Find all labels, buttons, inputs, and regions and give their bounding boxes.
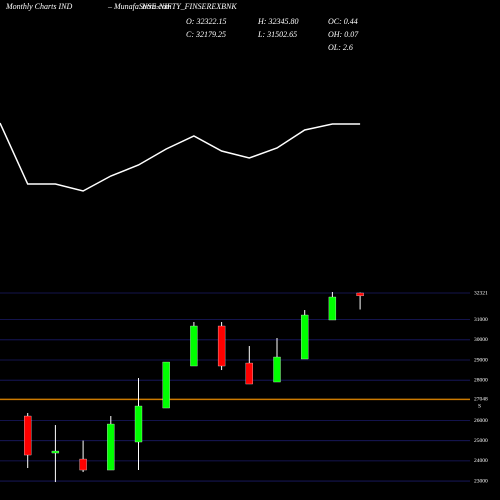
y-tick-label: 27048: [474, 397, 488, 403]
candle-body: [24, 415, 32, 456]
candle-body: [217, 325, 226, 367]
candle-body: [79, 458, 87, 471]
candle-body: [328, 296, 337, 321]
indicator-line: [0, 122, 361, 192]
open-label: O: 32322.15: [186, 17, 226, 26]
y-tick-label: 32321: [474, 290, 488, 296]
close-label: C: 32179.25: [186, 30, 226, 39]
y-tick-label: 30000: [474, 337, 488, 343]
chart-title: Monthly Charts IND: [5, 2, 72, 11]
candle-body: [245, 362, 253, 385]
candle-body: [301, 314, 309, 360]
y-tick-label: 24000: [474, 458, 488, 464]
candle-body: [356, 292, 364, 297]
y-tick-label: 28000: [474, 377, 488, 383]
low-label: L: 31502.65: [257, 30, 297, 39]
y-tick-label: 29000: [474, 357, 488, 363]
symbol: NSE-NIFTY_FINSEREXBNK: [141, 2, 237, 11]
y-tick-label: 25000: [474, 438, 488, 444]
oc-label: OC: 0.44: [328, 17, 358, 26]
y-tick-label: 31000: [474, 317, 488, 323]
high-label: H: 32345.80: [257, 17, 298, 26]
candle-body: [273, 356, 281, 383]
support-label: S: [478, 404, 481, 410]
y-tick-label: 26000: [474, 418, 488, 424]
candle-body: [51, 450, 60, 454]
candle-body: [107, 423, 115, 471]
candle-body: [134, 405, 143, 443]
site-name: – MunafaSutra.com: [107, 2, 172, 11]
candle-body: [190, 325, 198, 367]
ol-label: OL: 2.6: [328, 43, 353, 52]
oh-label: OH: 0.07: [328, 30, 359, 39]
candle-body: [162, 361, 170, 409]
y-tick-label: 23000: [474, 478, 488, 484]
